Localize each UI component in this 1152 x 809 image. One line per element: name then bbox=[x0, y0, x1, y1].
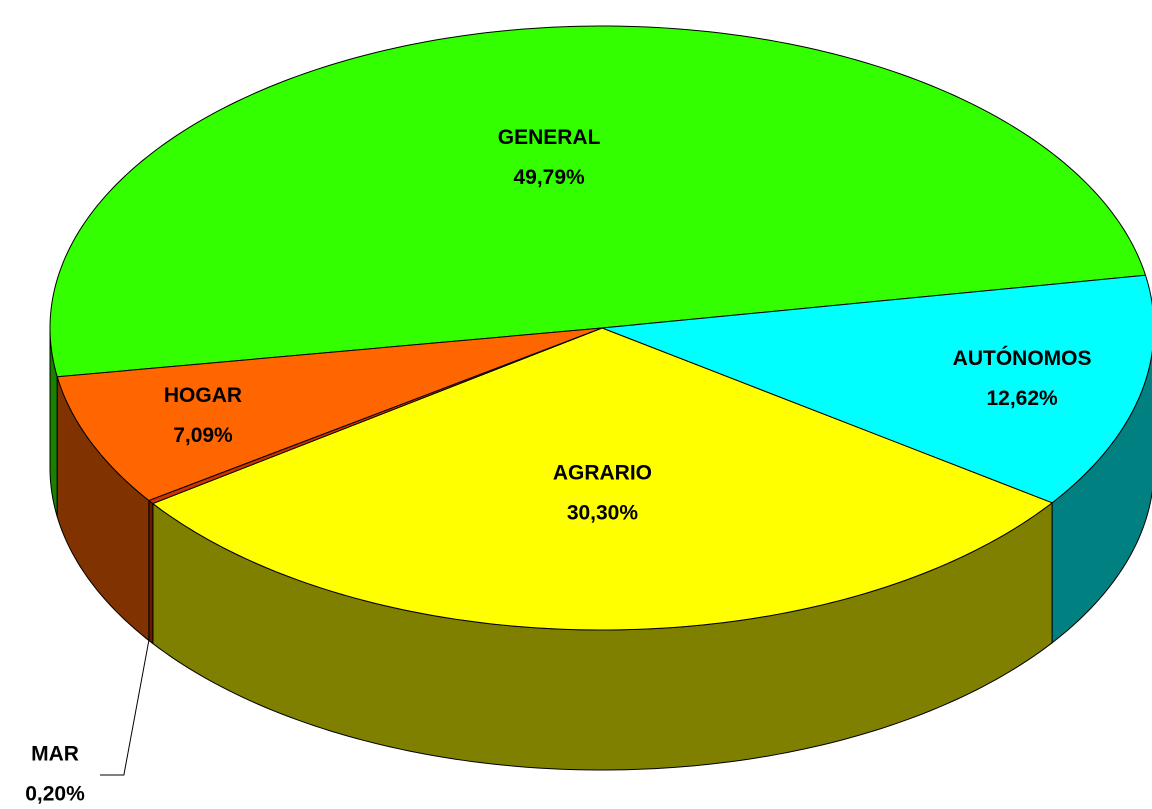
leader-line bbox=[100, 640, 150, 776]
slice bbox=[151, 327, 1054, 631]
slice bbox=[49, 25, 1147, 378]
slice-label: AUTÓNOMOS bbox=[953, 346, 1092, 370]
slice bbox=[56, 327, 603, 502]
slice-side bbox=[148, 499, 154, 645]
value-label: 0,20% bbox=[25, 783, 85, 806]
slice-label: HOGAR bbox=[164, 384, 242, 407]
slice-label: MAR bbox=[31, 743, 79, 766]
value-label: 7,09% bbox=[173, 424, 233, 447]
value-label: 30,30% bbox=[567, 502, 639, 525]
slice-label: AGRARIO bbox=[553, 462, 652, 485]
value-label: 49,79% bbox=[513, 166, 585, 189]
slice-label: GENERAL bbox=[498, 126, 601, 149]
value-label: 12,62% bbox=[986, 387, 1058, 410]
slice bbox=[601, 274, 1152, 504]
